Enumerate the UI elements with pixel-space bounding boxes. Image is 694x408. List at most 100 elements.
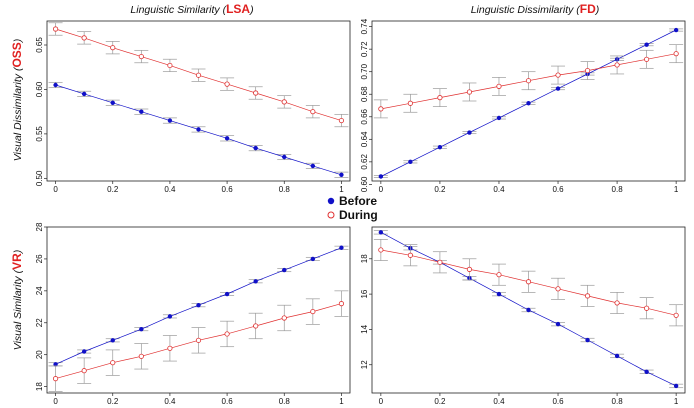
- plot-frame: [371, 226, 686, 394]
- y-tick-label: 0.66: [360, 108, 369, 124]
- data-point-before: [196, 303, 201, 308]
- data-point-before: [526, 101, 531, 106]
- data-point-during: [310, 109, 316, 115]
- data-point-during: [407, 100, 413, 106]
- x-tick-label: 0.6: [222, 397, 234, 406]
- y-tick-label: 0.62: [360, 154, 369, 170]
- data-point-during: [52, 26, 59, 32]
- y-tick-label: 0.55: [35, 126, 44, 142]
- data-point-before: [644, 369, 649, 375]
- data-point-during: [614, 62, 620, 68]
- legend-label-during: During: [339, 208, 378, 222]
- col-title-left: Linguistic Similarity (LSA): [130, 2, 253, 16]
- data-point-before: [408, 159, 413, 165]
- y-tick-label: 0.60: [360, 176, 369, 192]
- x-tick-label: 0.6: [552, 185, 564, 194]
- data-point-during: [437, 95, 443, 101]
- data-point-before: [167, 314, 173, 319]
- y-tick-label: 24: [35, 286, 44, 295]
- data-point-during: [253, 90, 259, 96]
- data-point-before: [644, 42, 649, 47]
- x-tick-label: 0: [53, 397, 58, 406]
- panel-top-left: 0 0.2 0.4 0.6 0.8 1 0.50 0.55 0.60 0.65: [35, 20, 351, 194]
- data-point-during: [437, 259, 443, 265]
- data-point-during: [310, 308, 316, 315]
- data-point-during: [338, 301, 345, 307]
- data-point-during: [584, 67, 591, 74]
- data-point-before: [673, 383, 679, 389]
- data-point-during: [644, 56, 650, 62]
- data-point-before: [467, 130, 472, 135]
- data-point-before: [496, 291, 502, 297]
- data-point-before: [110, 100, 115, 105]
- data-point-before: [196, 127, 201, 132]
- data-point-during: [281, 99, 287, 105]
- plot-frame: [46, 20, 351, 182]
- data-point-during: [673, 51, 679, 57]
- x-tick-label: 0.4: [164, 397, 176, 406]
- y-tick-label: 18: [360, 254, 369, 263]
- data-point-before: [614, 353, 620, 359]
- data-point-during: [466, 89, 473, 95]
- data-point-before: [585, 337, 590, 343]
- data-point-during: [110, 45, 116, 51]
- data-point-during: [555, 72, 561, 78]
- data-point-during: [496, 83, 502, 89]
- data-point-before: [81, 349, 87, 354]
- data-point-before: [310, 163, 316, 169]
- data-point-during: [224, 81, 230, 87]
- data-point-before: [339, 172, 344, 177]
- x-tick-label: 0.4: [164, 185, 176, 194]
- y-tick-label: 0.60: [35, 81, 44, 97]
- data-point-before: [253, 145, 258, 151]
- y-tick-label: 0.68: [360, 86, 369, 102]
- y-tick-label: 20: [35, 350, 44, 359]
- x-tick-label: 0.2: [107, 185, 119, 194]
- x-tick-label: 1: [674, 397, 679, 406]
- data-point-before: [437, 144, 443, 150]
- data-point-during: [673, 312, 679, 318]
- y-tick-label: 16: [360, 289, 369, 298]
- data-point-before: [167, 118, 173, 123]
- data-point-before: [496, 115, 502, 121]
- data-point-during: [224, 331, 230, 337]
- x-tick-label: 0.8: [279, 397, 291, 406]
- y-tick-label: 0.64: [360, 131, 369, 147]
- x-tick-label: 1: [339, 397, 344, 406]
- data-point-during: [253, 323, 259, 329]
- y-tick-label: 0.70: [360, 63, 369, 79]
- plot-frame: [371, 20, 686, 182]
- panel-bottom-left: 0 0.2 0.4 0.6 0.8 1 18 20 22 24 26 28: [35, 222, 351, 406]
- data-point-before: [378, 174, 384, 179]
- data-point-before: [526, 307, 531, 313]
- x-tick-label: 0.2: [434, 185, 446, 194]
- y-tick-label: 0.65: [35, 37, 44, 53]
- x-tick-label: 1: [339, 185, 344, 194]
- y-tick-label: 26: [35, 254, 44, 263]
- x-tick-label: 0.2: [434, 397, 446, 406]
- data-point-during: [81, 35, 87, 41]
- data-point-before: [378, 230, 384, 235]
- data-point-during: [378, 106, 384, 112]
- data-point-during: [195, 72, 202, 78]
- data-point-before: [339, 245, 344, 250]
- x-tick-label: 0: [379, 185, 384, 194]
- row-title-bottom: Visual Similarity (VR): [10, 250, 24, 351]
- data-point-during: [281, 315, 287, 321]
- y-tick-label: 14: [360, 324, 369, 333]
- x-tick-label: 0.8: [612, 397, 624, 406]
- x-tick-label: 0.8: [612, 185, 624, 194]
- data-point-during: [138, 353, 144, 359]
- data-point-during: [525, 279, 532, 285]
- y-tick-label: 0.74: [360, 18, 369, 34]
- x-tick-label: 1: [674, 185, 679, 194]
- x-tick-label: 0.6: [222, 185, 234, 194]
- data-point-during: [110, 360, 116, 366]
- data-point-during: [378, 247, 384, 253]
- y-tick-label: 18: [35, 382, 44, 391]
- data-point-before: [139, 326, 144, 332]
- legend-marker-during: [327, 211, 335, 219]
- data-point-during: [167, 345, 173, 351]
- data-point-before: [53, 82, 58, 88]
